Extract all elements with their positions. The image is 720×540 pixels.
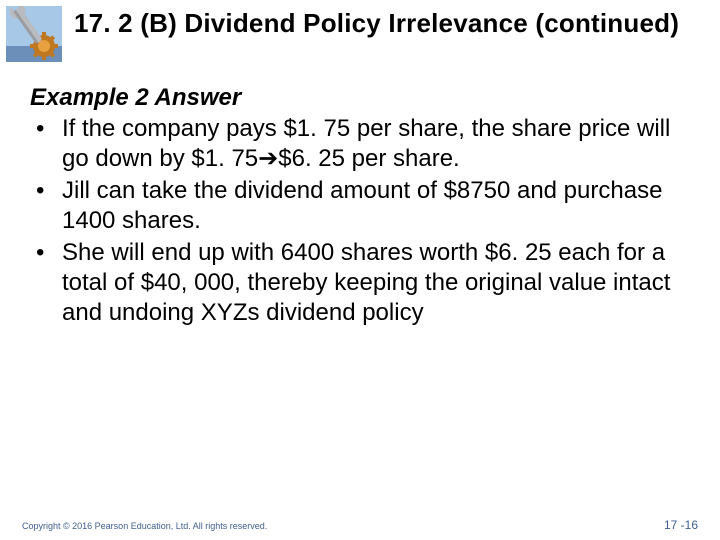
wrench-gear-icon	[6, 6, 62, 62]
bullet-list: If the company pays $1. 75 per share, th…	[30, 114, 690, 328]
slide: 17. 2 (B) Dividend Policy Irrelevance (c…	[0, 0, 720, 540]
bullet-item: She will end up with 6400 shares worth $…	[30, 238, 690, 328]
slide-title: 17. 2 (B) Dividend Policy Irrelevance (c…	[74, 6, 679, 39]
page-number: 17 -16	[664, 518, 698, 532]
bullet-item: If the company pays $1. 75 per share, th…	[30, 114, 690, 174]
slide-header: 17. 2 (B) Dividend Policy Irrelevance (c…	[0, 0, 720, 62]
slide-footer: Copyright © 2016 Pearson Education, Ltd.…	[0, 518, 720, 532]
bullet-item: Jill can take the dividend amount of $87…	[30, 176, 690, 236]
copyright-text: Copyright © 2016 Pearson Education, Ltd.…	[22, 521, 267, 531]
example-subheading: Example 2 Answer	[30, 84, 690, 112]
slide-body: Example 2 Answer If the company pays $1.…	[0, 62, 720, 328]
